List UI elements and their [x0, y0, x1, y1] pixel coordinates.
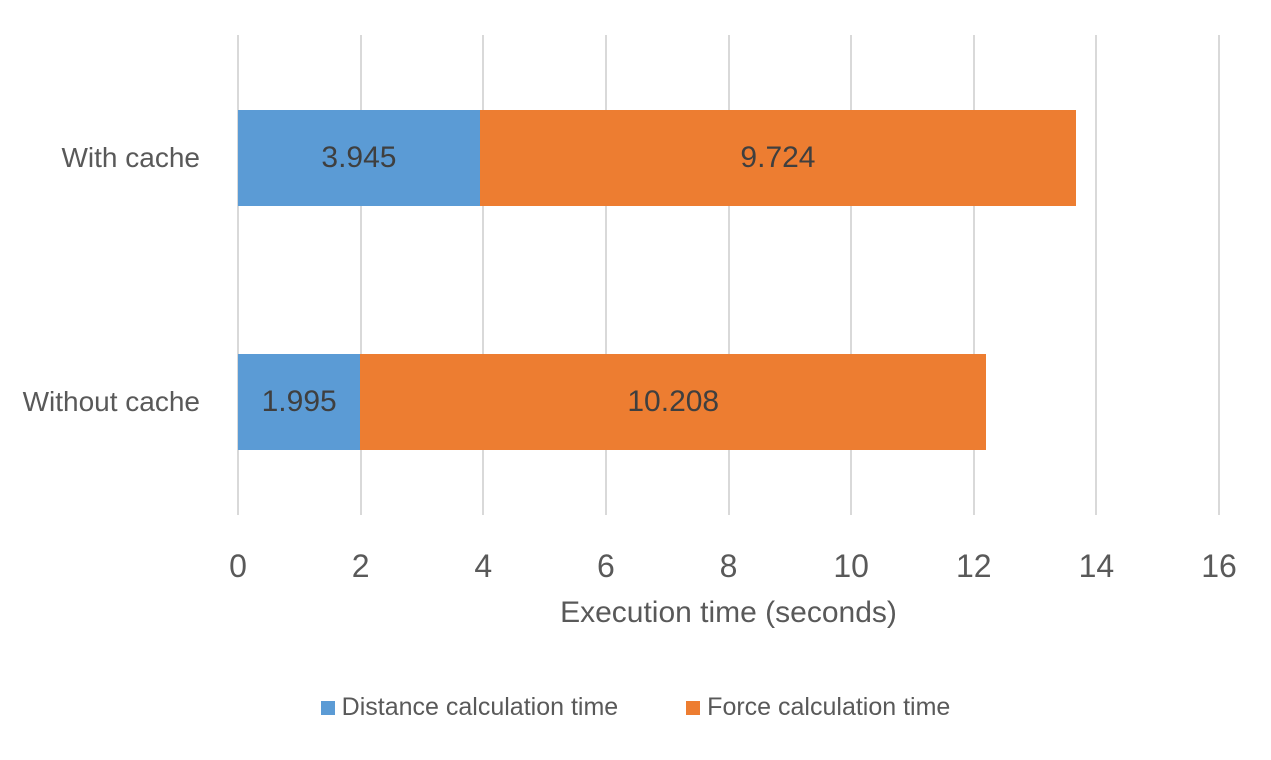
x-tick-label: 16: [1201, 548, 1237, 584]
gridline-x-6: [604, 35, 607, 515]
x-axis-title: Execution time (seconds): [560, 596, 897, 629]
x-tick-label: 14: [1078, 548, 1115, 584]
x-tick-label: 10: [833, 548, 869, 584]
gridline-x-10: [850, 35, 853, 515]
x-tick-label: 6: [596, 548, 615, 584]
legend-item-distance: Distance calculation time: [320, 693, 619, 722]
bar-segment-blue: 3.945: [238, 110, 480, 206]
legend-label-distance: Distance calculation time: [341, 693, 619, 721]
bar-data-label: 3.945: [321, 141, 397, 174]
legend: Distance calculation time Force calculat…: [0, 693, 1271, 722]
x-tick-label: 4: [474, 548, 493, 584]
gridline-x-0: [237, 35, 239, 515]
gridline-x-12: [972, 35, 975, 515]
gridline-x-16: [1218, 35, 1220, 515]
gridline-x-4: [482, 35, 485, 515]
gridline-x-8: [727, 35, 730, 515]
x-tick-label: 2: [351, 548, 370, 584]
gridline-x-2: [359, 35, 362, 515]
legend-item-force: Force calculation time: [686, 693, 950, 722]
x-tick-label: 12: [955, 548, 992, 584]
legend-swatch-orange-icon: [686, 700, 701, 715]
x-tick-label: 0: [229, 548, 247, 584]
bar-data-label: 9.724: [740, 141, 816, 174]
bar-segment-orange: 10.208: [360, 354, 987, 450]
bar-segment-blue: 1.995: [238, 354, 361, 450]
category-label: Without cache: [22, 386, 200, 417]
legend-swatch-blue-icon: [320, 700, 335, 715]
x-tick-label: 8: [719, 548, 738, 584]
bar-data-label: 1.995: [261, 385, 337, 418]
category-label: With cache: [61, 142, 201, 173]
bar-segment-orange: 9.724: [479, 110, 1077, 206]
bar-data-label: 10.208: [627, 385, 720, 418]
gridline-x-14: [1095, 35, 1098, 515]
legend-label-force: Force calculation time: [707, 693, 951, 721]
